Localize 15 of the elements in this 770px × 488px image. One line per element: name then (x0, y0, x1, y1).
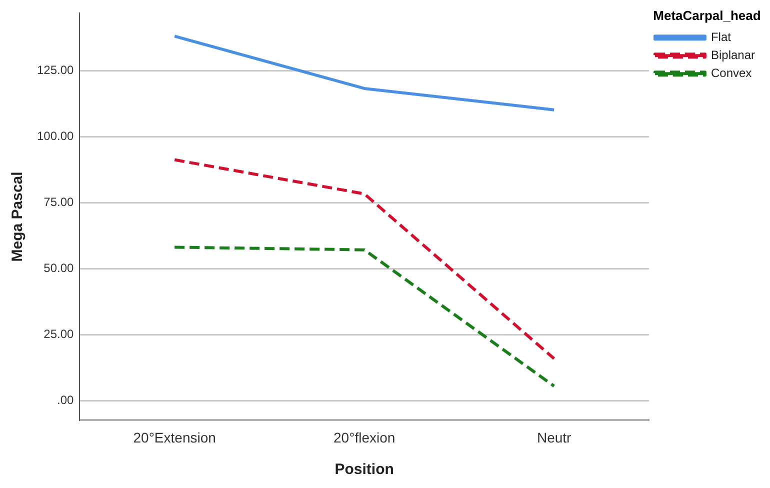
y-tick-label: 75.00 (44, 194, 74, 209)
y-axis-title: Mega Pascal (9, 172, 26, 262)
y-tick-label: 25.00 (44, 326, 74, 341)
x-tick-label: 20°Extension (133, 429, 216, 446)
legend-label: Flat (710, 30, 732, 44)
x-tick-label: Neutr (536, 429, 572, 446)
legend-label: Convex (710, 66, 752, 80)
y-tick-label: .00 (57, 392, 74, 407)
x-tick-label: 20°flexion (334, 429, 396, 446)
y-tick-label: 100.00 (37, 128, 74, 143)
y-tick-label: 50.00 (44, 260, 74, 275)
y-tick-label: 125.00 (37, 62, 74, 77)
x-axis-title: Position (334, 461, 394, 478)
legend-title: MetaCarpal_head (653, 8, 761, 24)
legend-label: Biplanar (710, 48, 756, 62)
